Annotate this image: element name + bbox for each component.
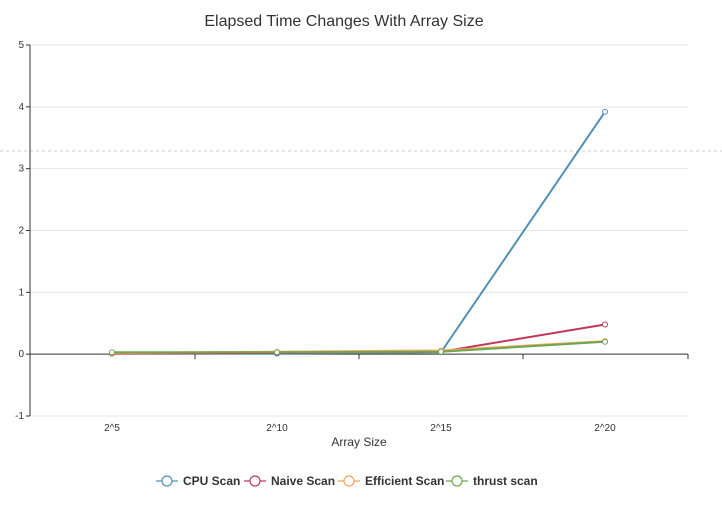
data-point: [109, 349, 115, 356]
y-tick-label: -1: [15, 411, 24, 422]
series-line: [111, 323, 606, 355]
data-point: [602, 108, 608, 115]
legend-marker-icon: [343, 475, 355, 487]
data-point: [602, 338, 608, 345]
legend-label: CPU Scan: [183, 474, 240, 488]
x-tick-label: 2^5: [104, 423, 120, 434]
x-axis-title: Array Size: [331, 435, 387, 449]
legend-item[interactable]: Naive Scan: [244, 474, 335, 488]
y-tick-label: 4: [18, 102, 24, 113]
y-tick-label: 5: [18, 40, 24, 51]
data-point: [602, 321, 608, 328]
legend-label: thrust scan: [473, 474, 538, 488]
legend: CPU Scan Naive Scan Efficient Scan thrust s…: [156, 474, 538, 488]
x-tick-label: 2^10: [266, 423, 288, 434]
series-layer: [109, 108, 608, 357]
legend-marker-icon: [451, 475, 463, 487]
legend-label: Efficient Scan: [365, 474, 444, 488]
y-tick-label: 1: [18, 287, 24, 298]
y-tick-label: 0: [18, 349, 24, 360]
legend-marker-icon: [161, 475, 173, 487]
x-tick-label: 2^20: [594, 423, 616, 434]
series-line: [112, 340, 606, 354]
grid-layer: [30, 44, 688, 417]
legend-item[interactable]: thrust scan: [446, 474, 538, 488]
x-tick-label: 2^15: [430, 423, 452, 434]
legend-label: Naive Scan: [271, 474, 335, 488]
series-line: [112, 111, 606, 355]
chart-title: Elapsed Time Changes With Array Size: [204, 13, 483, 30]
y-tick-label: 3: [18, 164, 24, 175]
legend-item[interactable]: CPU Scan: [156, 474, 240, 488]
legend-item[interactable]: Efficient Scan: [338, 474, 444, 488]
axis-layer: -1 0 1 2 3 4 5 2^5 2^10 2^15 2^20: [15, 40, 689, 434]
y-tick-label: 2: [18, 226, 24, 237]
data-point: [274, 349, 280, 356]
data-point: [438, 348, 444, 355]
legend-marker-icon: [249, 475, 261, 487]
